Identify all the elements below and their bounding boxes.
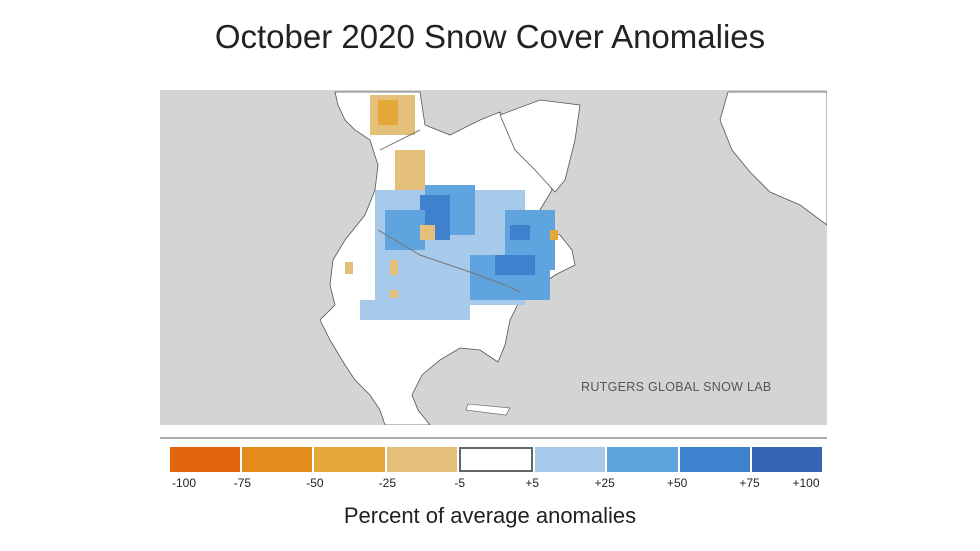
legend-bin [458, 447, 534, 472]
legend-bin [386, 447, 457, 472]
chart-title: October 2020 Snow Cover Anomalies [214, 18, 766, 55]
legend-tick-label: -50 [306, 476, 324, 490]
legend-bin [607, 447, 678, 472]
legend-bin [314, 447, 385, 472]
north-america-map [319, 91, 827, 425]
greenland [499, 99, 581, 193]
legend-tick-label: -5 [454, 476, 466, 490]
legend-bin [751, 447, 822, 472]
legend-bin [679, 447, 750, 472]
border-line [377, 229, 521, 293]
legend-tick-label: -25 [378, 476, 396, 490]
alaska-border [379, 129, 421, 151]
credit-watermark: RUTGERS GLOBAL SNOW LAB [581, 380, 772, 394]
legend-ticks: -100 -75 -50 -25 -5 +5 +25 +50 +75 +100 [170, 476, 822, 492]
color-legend [170, 447, 822, 472]
divider [160, 437, 827, 439]
legend-tick-label: +5 [525, 476, 540, 490]
legend-tick-label: +50 [666, 476, 688, 490]
legend-caption: Percent of average anomalies [343, 503, 637, 528]
legend-bin [535, 447, 606, 472]
cuba [465, 403, 511, 416]
snow-anomaly-map: RUTGERS GLOBAL SNOW LAB [160, 90, 827, 425]
legend-bin [170, 447, 241, 472]
anomaly-cells [345, 95, 558, 320]
legend-tick-label: +100 [792, 476, 820, 490]
legend-tick-label: +75 [739, 476, 760, 490]
legend-tick-label: -75 [233, 476, 252, 490]
legend-tick-label: +25 [594, 476, 615, 490]
legend-bin [242, 447, 313, 472]
eurasia [719, 91, 827, 226]
legend-tick-label: -100 [171, 476, 197, 490]
